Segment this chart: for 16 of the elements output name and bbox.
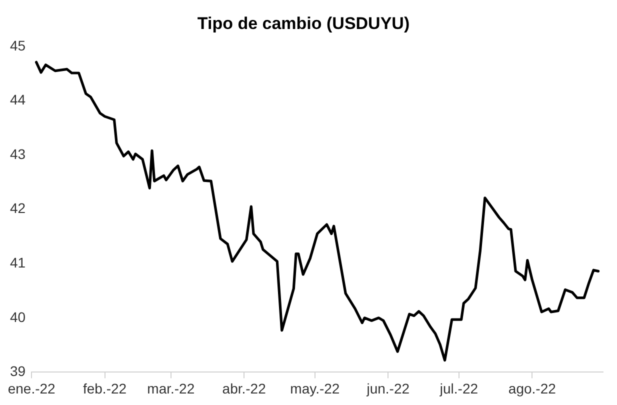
x-tick-label: may.-22 xyxy=(290,380,340,396)
x-tick-label: jun.-22 xyxy=(366,380,410,396)
y-tick-label: 39 xyxy=(10,363,26,380)
x-tick-label: jul.-22 xyxy=(438,380,478,396)
y-tick-label: 41 xyxy=(10,254,26,270)
x-tick-label: ene.-22 xyxy=(8,380,56,396)
y-tick-label: 42 xyxy=(10,200,26,216)
x-tick-label: ago.-22 xyxy=(508,380,556,396)
chart-title: Tipo de cambio (USDUYU) xyxy=(197,14,410,33)
y-tick-label: 44 xyxy=(10,92,26,108)
x-tick-label: feb.-22 xyxy=(82,380,127,396)
y-tick-label: 43 xyxy=(10,146,26,162)
x-tick-label: abr.-22 xyxy=(222,380,266,396)
y-tick-label: 40 xyxy=(10,308,26,325)
x-tick-label: mar.-22 xyxy=(147,380,195,396)
y-tick-label: 45 xyxy=(10,37,26,54)
